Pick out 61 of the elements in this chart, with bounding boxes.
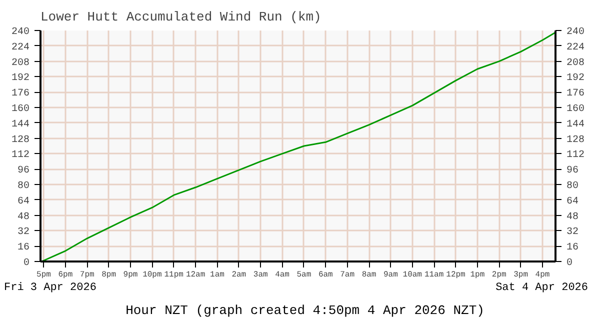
x-tick-label: 10pm	[142, 270, 162, 280]
y-tick-label: 240	[11, 27, 30, 38]
y2-tick-label: 128	[566, 134, 585, 146]
y-tick-label: 160	[11, 104, 30, 115]
y2-tick-label: 48	[566, 212, 579, 223]
y2-tick-label: 144	[566, 119, 585, 130]
x-tick-label: 1pm	[470, 270, 485, 280]
text: Sat 4 Apr 2026	[496, 282, 588, 295]
x-tick-label: 3am	[253, 270, 268, 280]
y2-tick-label: 96	[566, 166, 579, 177]
y2-tick-label: 80	[566, 181, 579, 192]
y-tick-label: 0	[24, 258, 30, 269]
y2-tick-label: 16	[566, 242, 579, 254]
x-tick-label: 7am	[340, 270, 355, 280]
x-axis-title: Hour NZT (graph created 4:50pm 4 Apr 2026 NZT)	[126, 302, 484, 320]
x-tick-label: 11am	[424, 270, 444, 280]
x-tick-label: 12pm	[446, 270, 466, 280]
x-tick-label: 2pm	[492, 270, 507, 280]
y2-tick-label: 160	[566, 104, 585, 115]
x-tick-label: 6pm	[58, 270, 73, 280]
line-series	[40, 32, 556, 262]
chart-title: Lower Hutt Accumulated Wind Run (km)	[40, 10, 322, 24]
y-tick-label: 192	[11, 73, 30, 84]
x-tick-label: 6am	[318, 270, 334, 280]
x-tick-label: 3pm	[514, 270, 528, 280]
x-tick-label: 10am	[402, 270, 422, 280]
x-tick-label: 2am	[232, 270, 246, 280]
x-tick-label: 5am	[296, 270, 312, 280]
y-tick-label: 80	[18, 181, 30, 192]
y-tick-label: 208	[11, 58, 30, 69]
y2-tick-label: 240	[566, 27, 585, 38]
y-tick-label: 112	[11, 150, 30, 162]
x-tick-label: 1am	[210, 270, 225, 280]
text: Fri 3 Apr 2026	[4, 282, 96, 295]
y2-tick-label: 224	[566, 42, 585, 54]
x-tick-label: 12am	[186, 270, 206, 280]
x-tick-label: 8am	[362, 270, 376, 280]
y-tick-label: 32	[18, 227, 30, 238]
y2-tick-label: 0	[566, 258, 573, 269]
x-tick-label: 8pm	[102, 270, 116, 280]
y-tick-label: 128	[11, 134, 30, 146]
x-tick-label: 11pm	[164, 270, 184, 280]
y-tick-label: 96	[18, 166, 30, 177]
y2-tick-label: 112	[566, 150, 585, 162]
y2-tick-label: 192	[566, 73, 585, 84]
y2-tick-label: 64	[566, 196, 579, 208]
x-tick-label: 9pm	[123, 270, 138, 280]
y2-tick-label: 176	[566, 88, 585, 100]
y-tick-label: 224	[11, 42, 30, 54]
y-tick-label: 176	[11, 88, 30, 100]
y2-tick-label: 32	[566, 227, 579, 238]
x-tick-label: 4pm	[535, 270, 550, 280]
y-tick-label: 16	[18, 242, 30, 254]
y-tick-label: 48	[18, 212, 30, 223]
y-tick-label: 144	[11, 119, 30, 130]
x-tick-label: 4am	[275, 270, 290, 280]
x-tick-label: 5pm	[36, 270, 52, 280]
x-tick-label: 7pm	[80, 270, 95, 280]
y2-tick-label: 208	[566, 58, 585, 69]
y-tick-label: 64	[18, 196, 30, 208]
x-tick-label: 9am	[384, 270, 398, 280]
